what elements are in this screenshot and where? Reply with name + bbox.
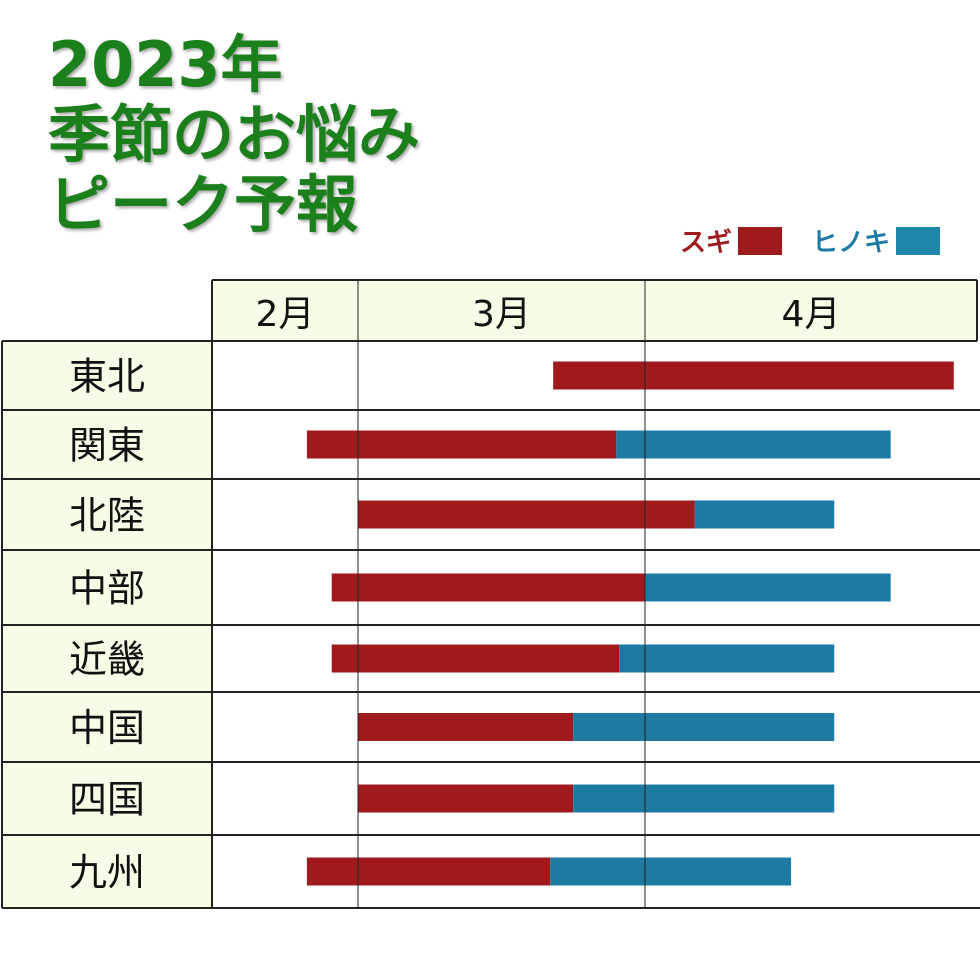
legend-sugi-label: スギ [680, 228, 733, 258]
region-label: 四国 [69, 778, 145, 822]
title-line-3: ピーク予報 [48, 168, 359, 241]
bar-sugi [358, 500, 695, 529]
bar-sugi [306, 430, 617, 459]
month-label: 4月 [782, 294, 841, 335]
region-label: 関東 [69, 424, 145, 468]
bar-hinoki [550, 857, 792, 886]
region-label: 北陸 [69, 494, 145, 538]
bar-hinoki [573, 784, 835, 813]
legend-sugi: スギ [680, 222, 783, 259]
legend-hinoki-label: ヒノキ [812, 228, 891, 258]
title-line-1: 2023年 [48, 28, 283, 101]
legend-hinoki-swatch [896, 226, 941, 255]
bar-hinoki [616, 430, 891, 459]
region-label: 中部 [69, 567, 145, 611]
bar-hinoki [573, 713, 835, 741]
legend-hinoki: ヒノキ [812, 222, 941, 259]
bar-sugi [553, 361, 954, 390]
bar-sugi [331, 644, 620, 673]
region-label: 東北 [69, 355, 145, 399]
region-label: 中国 [69, 706, 145, 750]
chart-title: 2023年 季節のお悩み ピーク予報 [48, 30, 420, 240]
region-label: 近畿 [69, 638, 145, 682]
bar-sugi [331, 573, 645, 602]
bar-hinoki [645, 573, 891, 602]
title-line-2: 季節のお悩み [48, 98, 421, 171]
bar-sugi [358, 784, 574, 813]
month-label: 3月 [472, 294, 531, 335]
bar-sugi [306, 857, 551, 886]
bar-hinoki [694, 500, 835, 529]
legend-sugi-swatch [738, 226, 783, 255]
region-label: 九州 [69, 851, 145, 895]
bar-hinoki [619, 644, 835, 673]
month-header-bg [212, 280, 977, 341]
bar-sugi [358, 713, 574, 741]
month-label: 2月 [256, 294, 315, 335]
